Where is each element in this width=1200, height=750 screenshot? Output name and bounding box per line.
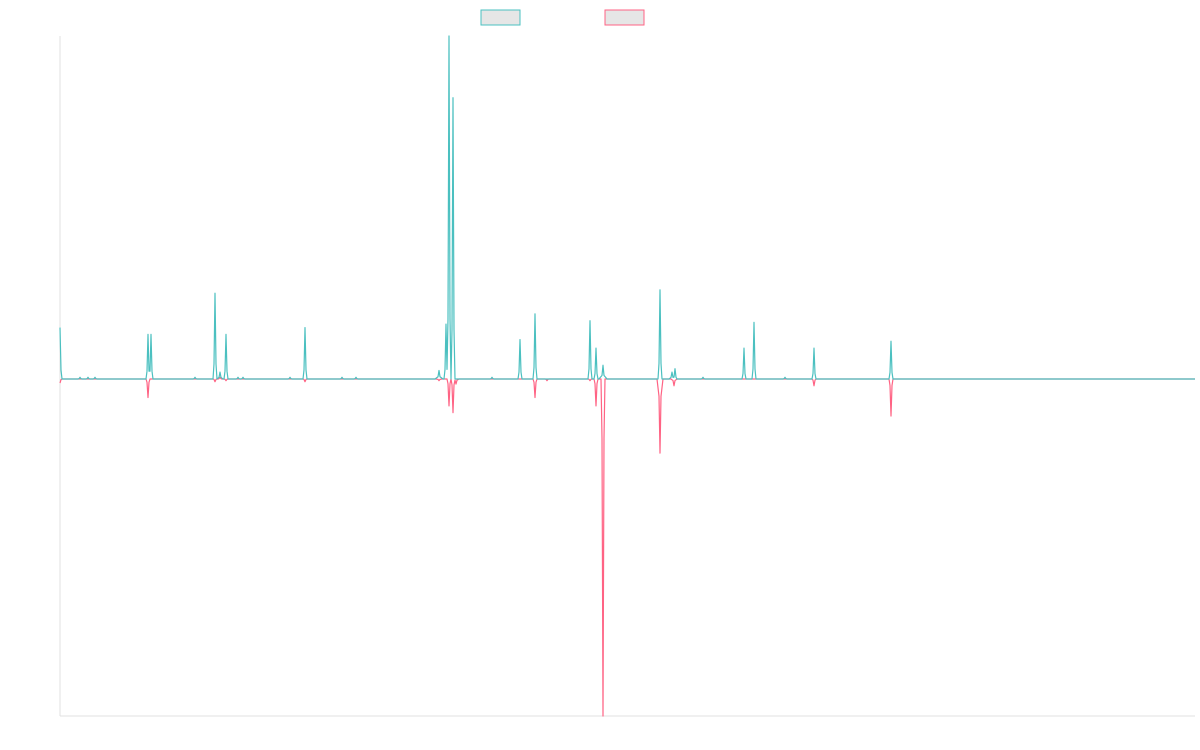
legend-swatch-0 <box>480 9 521 26</box>
plot-area <box>59 35 1195 717</box>
series-line-1 <box>59 376 1195 717</box>
legend-item-1[interactable] <box>604 9 645 26</box>
series-line-0 <box>59 35 1195 380</box>
legend-item-0[interactable] <box>480 9 521 26</box>
legend-swatch-1 <box>604 9 645 26</box>
axes <box>59 36 1195 717</box>
legend[interactable] <box>480 9 645 26</box>
